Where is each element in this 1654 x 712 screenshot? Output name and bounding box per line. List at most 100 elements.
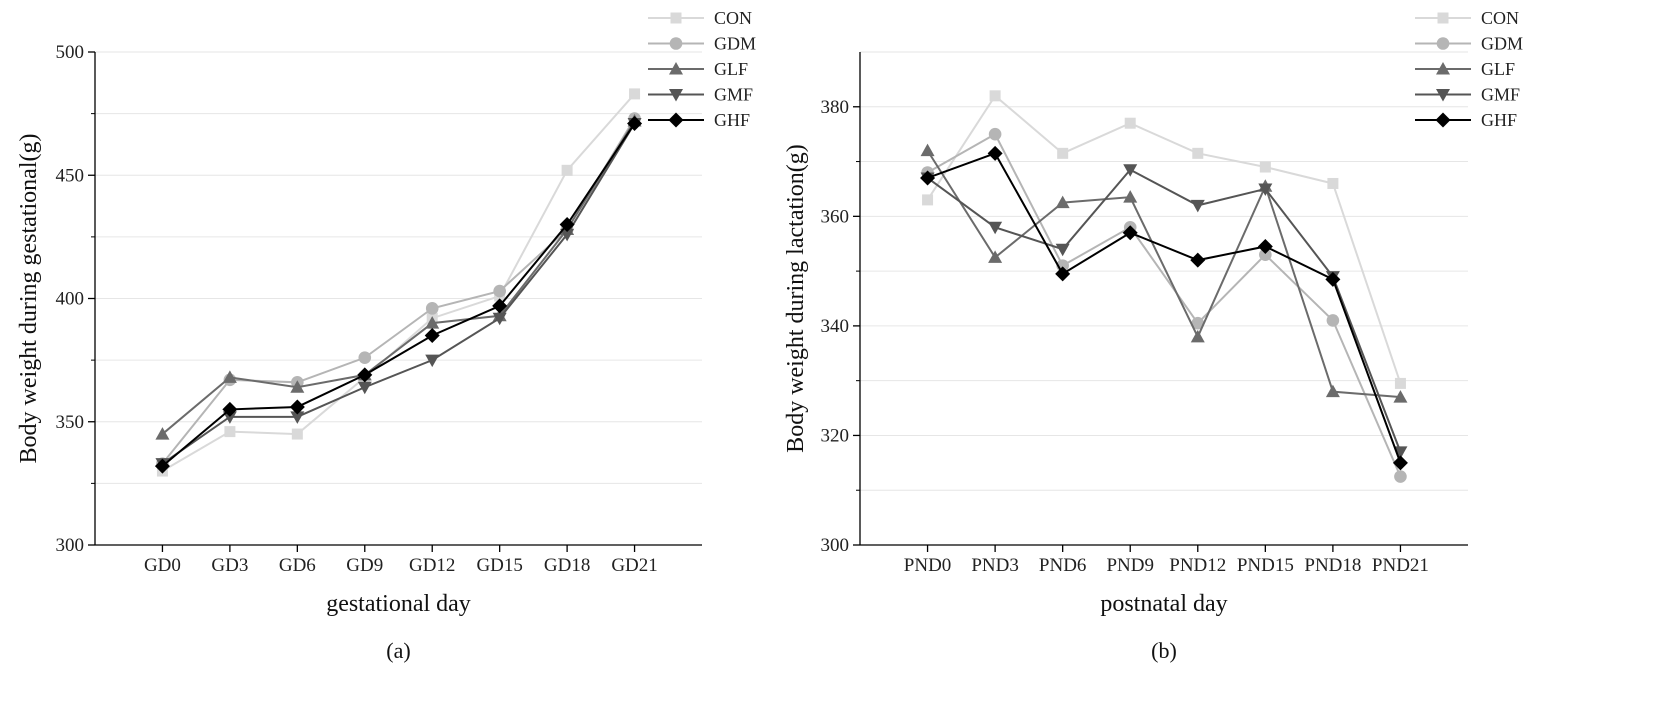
x-tick-label: PND12	[1169, 555, 1226, 576]
series-line	[927, 132, 1402, 477]
data-point	[1257, 238, 1273, 254]
data-point	[1325, 384, 1340, 398]
x-tick-label: PND21	[1372, 555, 1429, 576]
legend-marker	[669, 62, 683, 75]
x-tick-label: GD12	[409, 555, 455, 576]
x-tick-label: GD6	[279, 555, 316, 576]
legend-label: GMF	[714, 85, 753, 105]
series-line	[926, 150, 1401, 399]
data-point	[1327, 177, 1339, 189]
data-point	[1393, 446, 1408, 459]
data-point	[1122, 225, 1138, 241]
data-point	[988, 127, 1002, 141]
data-point	[492, 298, 508, 314]
legend-label: GHF	[1481, 110, 1517, 130]
series-con	[922, 90, 1406, 389]
x-tick-label: PND6	[1039, 555, 1087, 576]
x-tick-label: PND3	[971, 555, 1019, 576]
legend-label: GLF	[714, 59, 748, 79]
legend-label: GMF	[1481, 85, 1520, 105]
y-tick-label: 350	[56, 412, 85, 433]
legend: CON GDM GLF GMF GHF	[648, 8, 756, 130]
x-tick-label: GD9	[346, 555, 383, 576]
data-point	[425, 316, 440, 329]
y-tick-label: 400	[56, 289, 85, 310]
data-point	[1055, 266, 1071, 282]
data-point	[1259, 248, 1272, 261]
data-point	[988, 221, 1003, 235]
data-point	[1190, 199, 1205, 213]
y-tick-label: 500	[56, 42, 85, 63]
data-point	[224, 426, 236, 438]
x-tick-label: PND15	[1237, 555, 1294, 576]
series-gmf	[155, 117, 642, 471]
series-line	[161, 122, 636, 467]
legend-marker	[1437, 12, 1449, 24]
legend: CON GDM GLF GMF GHF	[1415, 8, 1523, 130]
legend-label: GDM	[714, 34, 756, 54]
legend-label: CON	[714, 8, 752, 28]
y-tick-label: 300	[56, 535, 85, 556]
legend-marker	[1436, 37, 1450, 50]
data-point	[1392, 455, 1408, 471]
data-point	[1325, 271, 1341, 287]
data-point	[1258, 183, 1273, 196]
x-tick-label: PND18	[1304, 555, 1361, 576]
legend-marker	[669, 89, 683, 102]
legend-label: GHF	[714, 110, 750, 130]
series-line	[161, 120, 636, 435]
x-tick-label: GD21	[611, 555, 657, 576]
data-point	[1123, 164, 1138, 177]
data-point	[290, 411, 305, 424]
data-point	[358, 351, 372, 364]
data-point	[424, 327, 440, 343]
data-point	[920, 143, 935, 157]
y-tick-label: 360	[821, 206, 850, 227]
data-point	[627, 115, 643, 131]
data-point	[1055, 243, 1070, 257]
data-point	[987, 145, 1003, 161]
y-tick-label: 300	[821, 535, 850, 556]
data-point	[154, 458, 170, 474]
data-point	[989, 90, 1001, 102]
data-point	[1057, 147, 1069, 159]
x-axis-title: gestational day	[326, 591, 471, 617]
series-line	[927, 152, 1402, 464]
data-point	[1190, 252, 1206, 268]
legend-marker	[1436, 62, 1450, 75]
series-line	[161, 122, 636, 465]
data-point	[290, 380, 305, 393]
data-point	[222, 411, 237, 424]
x-tick-label: GD0	[144, 555, 181, 576]
legend-marker	[1436, 89, 1450, 102]
data-point	[357, 381, 372, 395]
series-ghf	[154, 115, 643, 474]
series-ghf	[920, 145, 1408, 471]
data-point	[920, 170, 936, 186]
data-point	[425, 354, 440, 368]
data-point	[1055, 195, 1070, 209]
y-tick-label: 320	[821, 425, 850, 446]
data-point	[425, 302, 439, 315]
series-glf	[920, 143, 1408, 403]
panel-label: (b)	[1151, 638, 1177, 663]
series-line	[926, 168, 1402, 453]
data-point	[1191, 316, 1205, 330]
data-point	[559, 217, 575, 233]
data-point	[1259, 161, 1271, 173]
data-point	[1394, 470, 1407, 483]
data-point	[493, 284, 506, 298]
legend-label: GLF	[1481, 59, 1515, 79]
x-tick-label: GD15	[476, 555, 522, 576]
y-axis-title: Body weight during gestational(g)	[16, 134, 42, 464]
chart-panel-b: 300 320 340 360 380 PND0 PND3 PND6 PND9 PND12 PND1…	[783, 8, 1523, 663]
data-point	[1190, 329, 1205, 343]
data-point	[1192, 147, 1204, 159]
data-point	[1394, 377, 1406, 389]
data-point	[629, 88, 641, 100]
x-tick-label: PND0	[904, 555, 952, 576]
data-point	[922, 194, 934, 206]
data-point	[357, 367, 373, 383]
